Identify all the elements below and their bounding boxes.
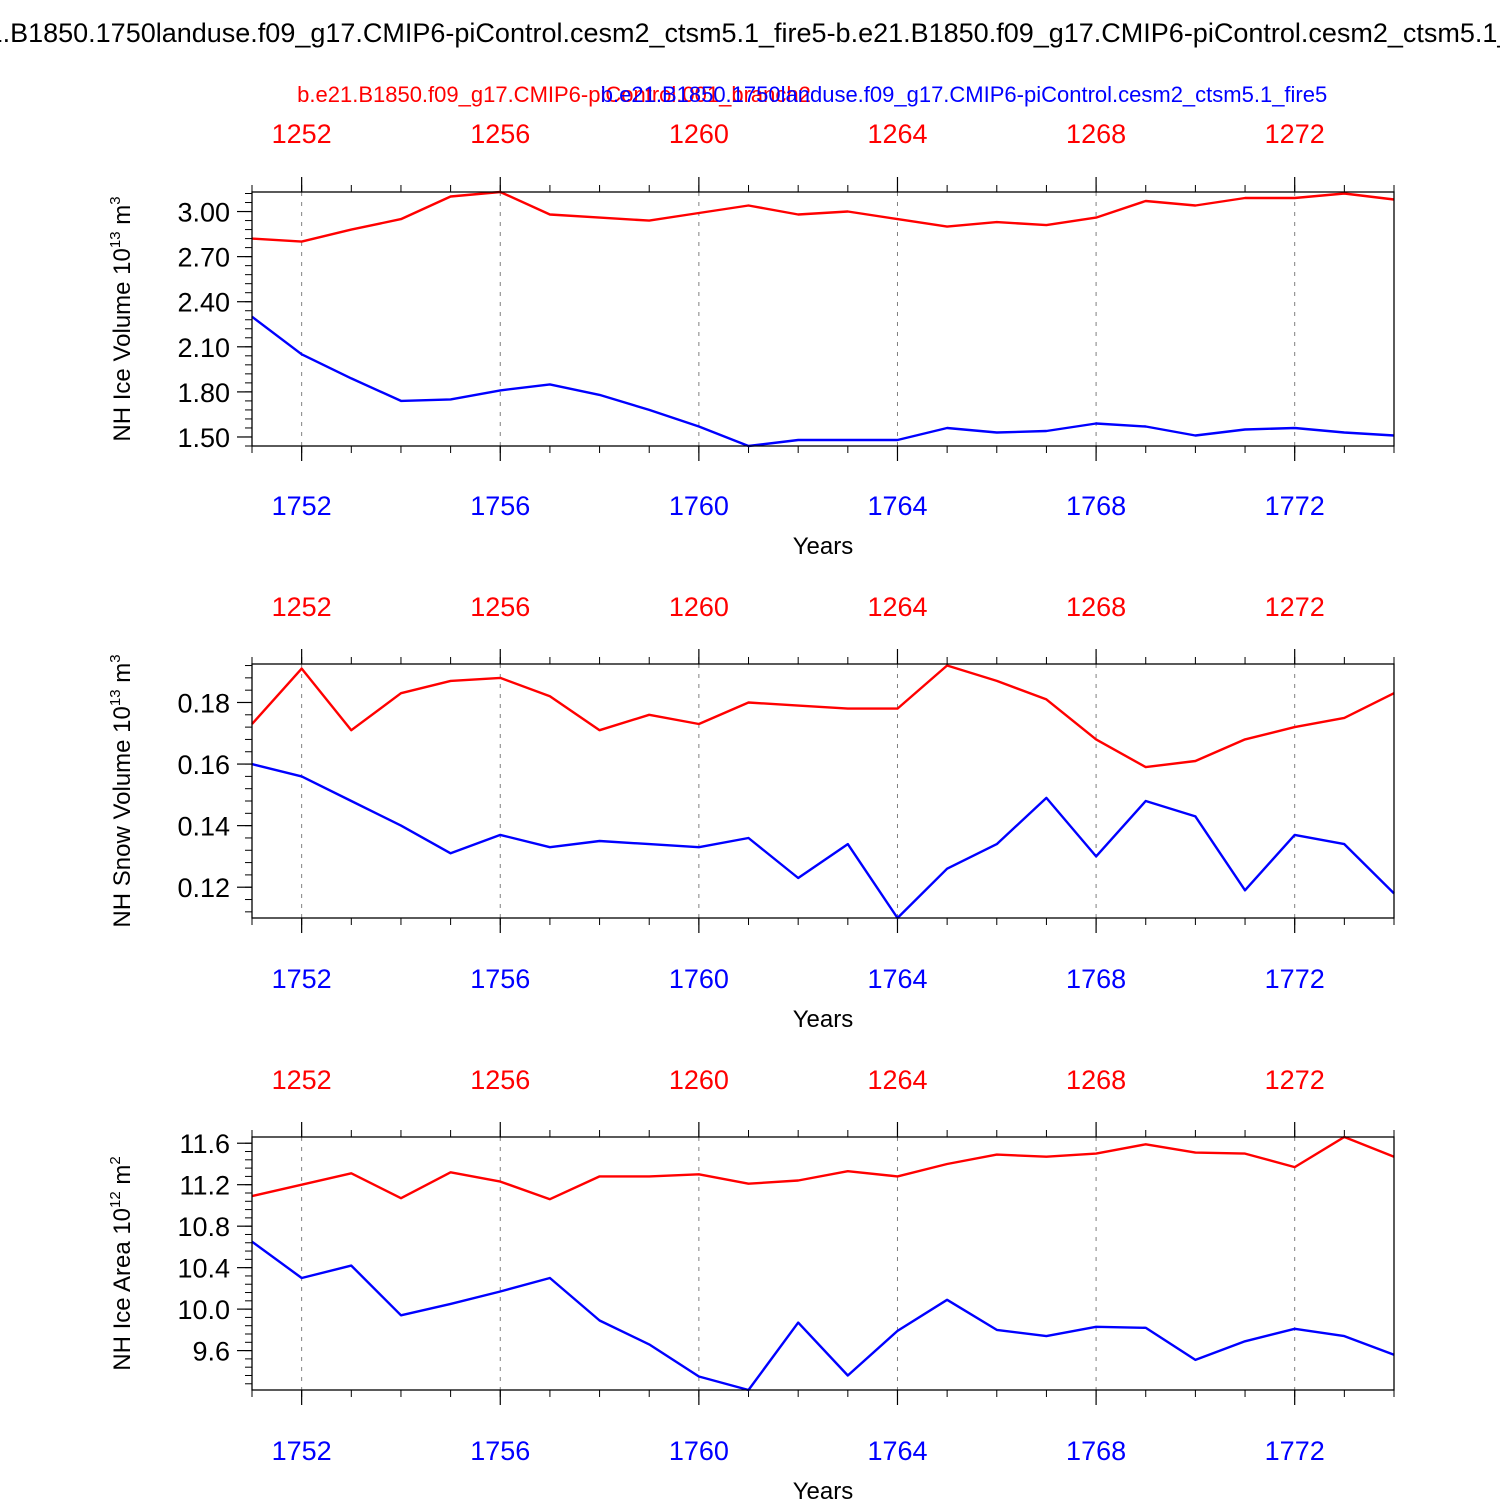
x-tick-label-bottom: 1764	[867, 964, 927, 994]
x-tick-label-top: 1252	[272, 1065, 332, 1095]
y-tick-label: 11.6	[179, 1129, 230, 1159]
y-axis-label: NH Snow Volume 1013 m3	[107, 654, 136, 927]
x-tick-label-top: 1260	[669, 119, 729, 149]
y-tick-label: 2.70	[177, 243, 230, 273]
x-tick-label-bottom: 1760	[669, 964, 729, 994]
x-tick-label-top: 1252	[272, 119, 332, 149]
x-axis-label: Years	[793, 1006, 854, 1033]
y-tick-label: 10.4	[177, 1254, 230, 1284]
y-axis-label: NH Ice Area 1012 m2	[107, 1156, 136, 1370]
series-line-red	[251, 1135, 1395, 1201]
x-tick-label-top: 1252	[272, 592, 332, 622]
x-axis-label: Years	[793, 1478, 854, 1500]
y-tick-label: 2.40	[177, 288, 230, 318]
plot-frame	[251, 1136, 1395, 1391]
x-tick-label-top: 1256	[470, 592, 530, 622]
y-tick-label: 10.8	[177, 1212, 230, 1242]
x-tick-label-top: 1272	[1265, 119, 1325, 149]
x-tick-label-top: 1260	[669, 592, 729, 622]
x-tick-label-bottom: 1752	[272, 964, 332, 994]
series-line-red	[251, 664, 1395, 769]
series-line-red	[251, 190, 1395, 243]
y-tick-label: 0.18	[177, 688, 230, 718]
chart-panel-1: 3.00 2.70 2.40 2.10 1.80 1.50 1752 1756 1760 1764…	[107, 119, 1395, 560]
y-tick-label: 0.12	[177, 873, 230, 903]
y-tick-label: 11.2	[179, 1171, 230, 1201]
y-tick-label: 0.16	[177, 750, 230, 780]
x-tick-label-top: 1256	[470, 119, 530, 149]
chart-panel-3: 11.6 11.2 10.8 10.4 10.0 9.6 1752 1756 1760 1764 1…	[107, 1065, 1395, 1500]
x-tick-label-top: 1264	[867, 119, 927, 149]
x-tick-label-bottom: 1768	[1066, 491, 1126, 521]
x-tick-label-bottom: 1772	[1265, 1436, 1325, 1466]
y-tick-label: 3.00	[177, 198, 230, 228]
x-tick-label-bottom: 1756	[470, 491, 530, 521]
x-tick-label-bottom: 1760	[669, 1436, 729, 1466]
series-line-blue	[251, 315, 1395, 448]
y-tick-label: 1.80	[177, 378, 230, 408]
x-tick-label-bottom: 1764	[867, 1436, 927, 1466]
y-tick-label: 2.10	[177, 333, 230, 363]
x-tick-label-bottom: 1756	[470, 1436, 530, 1466]
y-tick-label: 1.50	[177, 423, 230, 453]
x-tick-label-top: 1268	[1066, 119, 1126, 149]
x-tick-label-bottom: 1772	[1265, 491, 1325, 521]
y-tick-label: 10.0	[177, 1295, 230, 1325]
x-tick-label-top: 1256	[470, 1065, 530, 1095]
legend-red-series: b.e21.B1850.f09_g17.CMIP6-piControl.001_…	[297, 82, 811, 107]
x-tick-label-bottom: 1752	[272, 491, 332, 521]
x-tick-label-bottom: 1772	[1265, 964, 1325, 994]
x-axis-label: Years	[793, 533, 854, 560]
chart-panel-2: 0.18 0.16 0.14 0.12 1752 1756 1760 1764 1768 1772…	[107, 592, 1395, 1033]
series-line-blue	[251, 762, 1395, 920]
x-tick-label-top: 1268	[1066, 592, 1126, 622]
x-tick-label-top: 1260	[669, 1065, 729, 1095]
x-tick-label-top: 1268	[1066, 1065, 1126, 1095]
x-tick-label-top: 1264	[867, 592, 927, 622]
x-tick-label-bottom: 1756	[470, 964, 530, 994]
x-tick-label-bottom: 1768	[1066, 1436, 1126, 1466]
x-tick-label-bottom: 1752	[272, 1436, 332, 1466]
series-line-blue	[251, 1240, 1395, 1392]
x-tick-label-top: 1272	[1265, 1065, 1325, 1095]
x-tick-label-bottom: 1768	[1066, 964, 1126, 994]
plot-frame	[251, 663, 1395, 919]
x-tick-label-bottom: 1764	[867, 491, 927, 521]
legend-blue-series: b.e21.B1850.1750landuse.f09_g17.CMIP6-pi…	[600, 82, 1328, 107]
y-tick-label: 0.14	[177, 812, 230, 842]
x-tick-label-top: 1264	[867, 1065, 927, 1095]
y-tick-label: 9.6	[192, 1337, 230, 1367]
x-tick-label-bottom: 1760	[669, 491, 729, 521]
figure-title: b.e21.B1850.1750landuse.f09_g17.CMIP6-pi…	[0, 18, 1500, 48]
x-tick-label-top: 1272	[1265, 592, 1325, 622]
plot-frame	[251, 191, 1395, 447]
y-axis-label: NH Ice Volume 1013 m3	[107, 196, 136, 441]
